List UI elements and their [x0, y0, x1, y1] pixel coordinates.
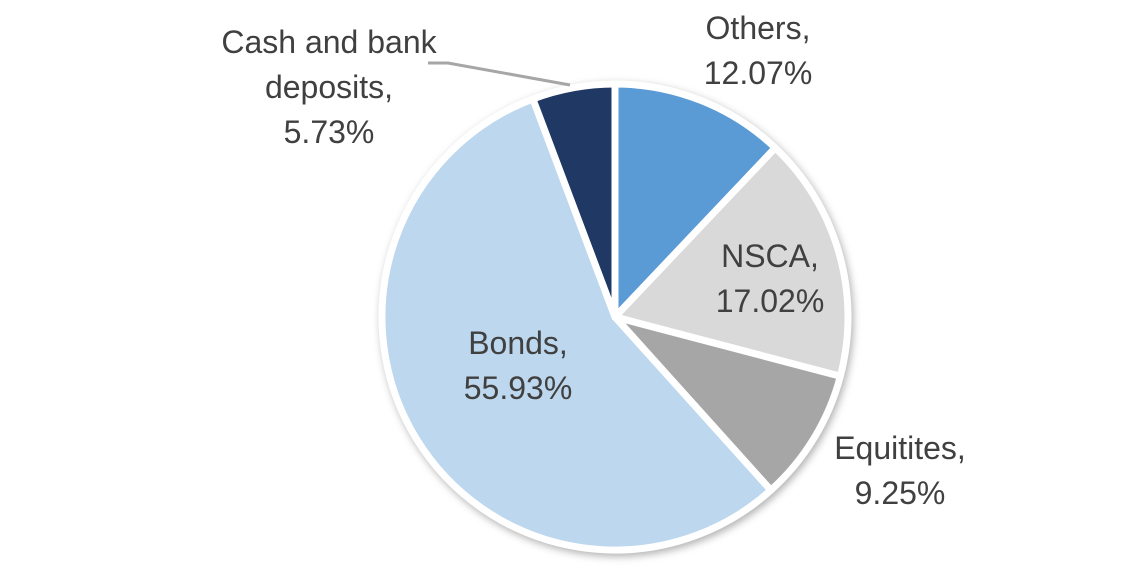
pie-slice-bonds	[378, 95, 775, 554]
pie-slice-cash-and-bank-deposits	[529, 80, 619, 321]
pie-slices	[378, 80, 852, 554]
pie-label-bonds: Bonds, 55.93%	[464, 325, 573, 406]
pie-label-nsca: NSCA, 17.02%	[716, 238, 825, 319]
pie-label-cash-and-bank-deposits: Cash and bank deposits, 5.73%	[221, 24, 437, 150]
pie-label-equitites: Equitites, 9.25%	[834, 430, 966, 511]
pie-slice-equitites	[611, 313, 844, 494]
pie-slice-nsca	[611, 144, 852, 380]
leader-line-cash-and-bank-deposits	[428, 61, 571, 87]
pie-slice-others	[611, 80, 779, 321]
pie-label-others: Others, 12.07%	[704, 10, 813, 91]
